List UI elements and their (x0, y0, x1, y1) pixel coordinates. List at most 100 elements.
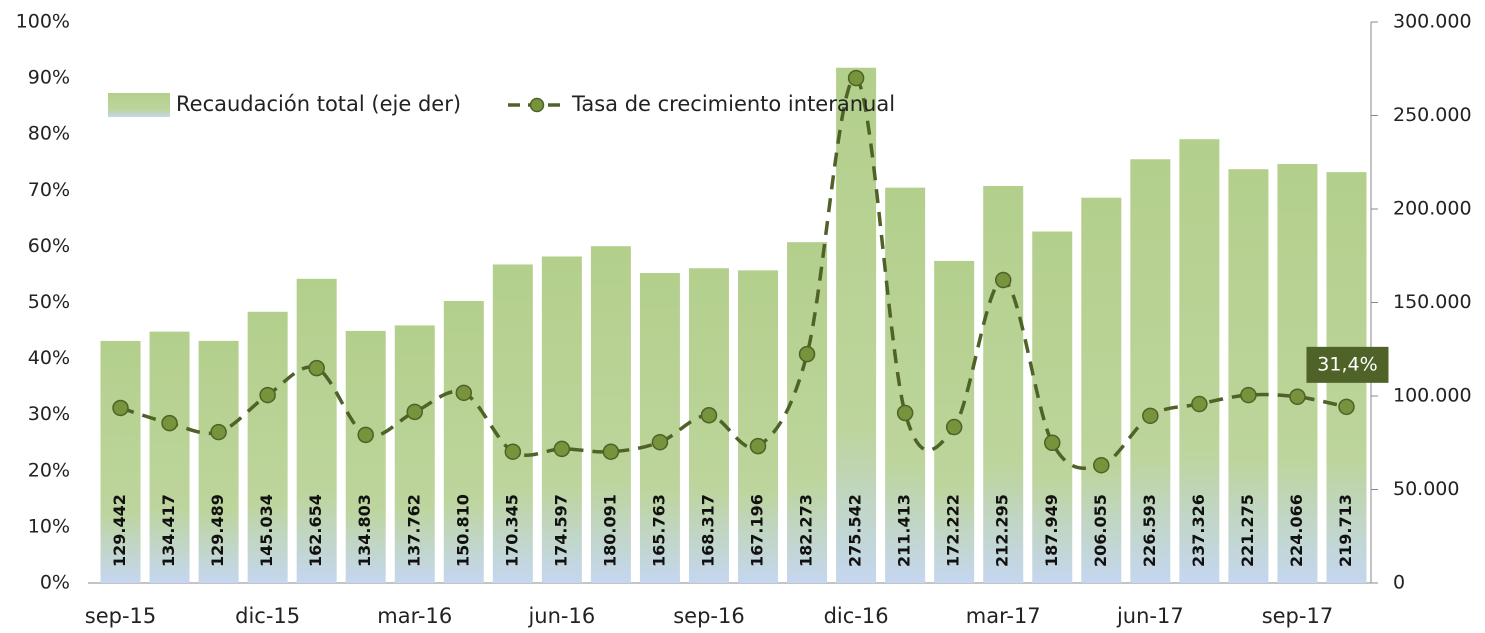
y-tick-label: 70% (28, 179, 70, 201)
line-marker (259, 386, 276, 404)
data-label: 212.295 (993, 494, 1012, 567)
bar (885, 187, 926, 583)
bar (296, 278, 337, 583)
data-label: 237.326 (1189, 494, 1208, 567)
line-marker (357, 426, 374, 444)
x-tick-label: mar-17 (966, 604, 1041, 628)
data-label: 134.417 (159, 494, 178, 567)
y-tick-label: 100% (16, 11, 70, 33)
line-marker (1240, 386, 1257, 404)
data-label: 170.345 (502, 494, 521, 567)
line-marker (945, 418, 963, 436)
y2-tick-label: 250.000 (1393, 104, 1472, 126)
data-label: 162.654 (306, 494, 325, 567)
line-marker (553, 440, 571, 458)
x-tick-label: sep-16 (673, 604, 745, 628)
line-marker (161, 414, 178, 432)
data-label: 165.763 (649, 494, 668, 567)
bar (394, 325, 435, 583)
line-marker (210, 423, 227, 441)
y2-tick-label: 150.000 (1393, 291, 1472, 313)
y-tick-label: 20% (28, 459, 70, 481)
bar (541, 256, 582, 583)
data-label: 172.222 (944, 494, 963, 567)
bar (688, 268, 729, 583)
line-marker (1093, 456, 1110, 474)
y2-tick-label: 300.000 (1393, 11, 1472, 33)
bar (1179, 139, 1220, 583)
bar (149, 331, 190, 583)
legend-marker (529, 97, 545, 113)
data-label: 275.542 (846, 494, 865, 567)
data-label: 129.489 (208, 494, 227, 567)
bar (1032, 231, 1073, 583)
bar (443, 300, 484, 583)
data-label: 134.803 (355, 494, 374, 567)
bar (198, 340, 239, 583)
bar (247, 311, 288, 583)
data-label: 167.196 (748, 494, 767, 567)
bar (836, 67, 877, 584)
bar (100, 340, 141, 583)
y-tick-label: 90% (28, 67, 70, 89)
bar (1228, 169, 1269, 583)
legend-label: Recaudación total (eje der) (176, 92, 461, 116)
legend-label: Tasa de crecimiento interanual (571, 92, 895, 116)
data-label: 221.275 (1238, 494, 1257, 567)
data-label: 226.593 (1140, 494, 1159, 567)
bar (983, 186, 1024, 583)
data-label-box (1306, 346, 1389, 383)
bar (492, 264, 533, 583)
y-tick-label: 40% (28, 347, 70, 369)
x-tick-label: dic-15 (235, 604, 300, 628)
line-marker (406, 403, 423, 421)
line-marker (112, 399, 129, 417)
line-marker (847, 69, 865, 87)
line-marker (1191, 395, 1208, 413)
line-marker (1289, 388, 1306, 405)
y2-tick-label: 0 (1393, 572, 1405, 594)
line-marker (749, 437, 767, 455)
line-marker (651, 433, 669, 451)
line-marker (1338, 398, 1355, 416)
line-marker (1044, 434, 1061, 451)
line-marker (700, 407, 718, 424)
line-marker (1142, 407, 1159, 425)
line-marker (308, 359, 325, 377)
x-tick-label: sep-15 (85, 604, 157, 628)
data-label: 219.713 (1336, 494, 1355, 567)
line-marker (798, 345, 816, 363)
y-tick-label: 80% (28, 123, 70, 145)
bar (738, 270, 779, 583)
line-marker (602, 443, 620, 460)
data-label: 224.066 (1287, 494, 1306, 567)
bar (590, 246, 631, 583)
data-label: 206.055 (1091, 494, 1110, 567)
data-label: 168.317 (698, 494, 717, 567)
x-tick-label: jun-17 (1116, 604, 1184, 628)
legend-swatch (108, 93, 170, 117)
y2-tick-label: 100.000 (1393, 385, 1472, 407)
data-label: 31,4% (1317, 353, 1377, 375)
y2-tick-label: 200.000 (1393, 198, 1472, 220)
data-label: 150.810 (453, 494, 472, 567)
y-tick-label: 60% (28, 235, 70, 257)
y-tick-label: 30% (28, 403, 70, 425)
line-marker (504, 443, 522, 460)
bar (345, 330, 386, 583)
data-label: 182.273 (797, 494, 816, 567)
data-label: 145.034 (257, 494, 276, 567)
line-marker (994, 271, 1012, 289)
data-label: 211.413 (895, 494, 914, 567)
data-label: 129.442 (110, 494, 129, 567)
bar (1081, 197, 1122, 583)
y2-tick-label: 50.000 (1393, 478, 1459, 500)
data-label: 137.762 (404, 494, 423, 567)
x-tick-label: mar-16 (377, 604, 452, 628)
x-tick-label: dic-16 (824, 604, 889, 628)
data-label: 180.091 (600, 494, 619, 567)
data-label: 174.597 (551, 494, 570, 567)
bar (787, 242, 828, 584)
bar (639, 273, 680, 583)
y-tick-label: 50% (28, 291, 70, 313)
